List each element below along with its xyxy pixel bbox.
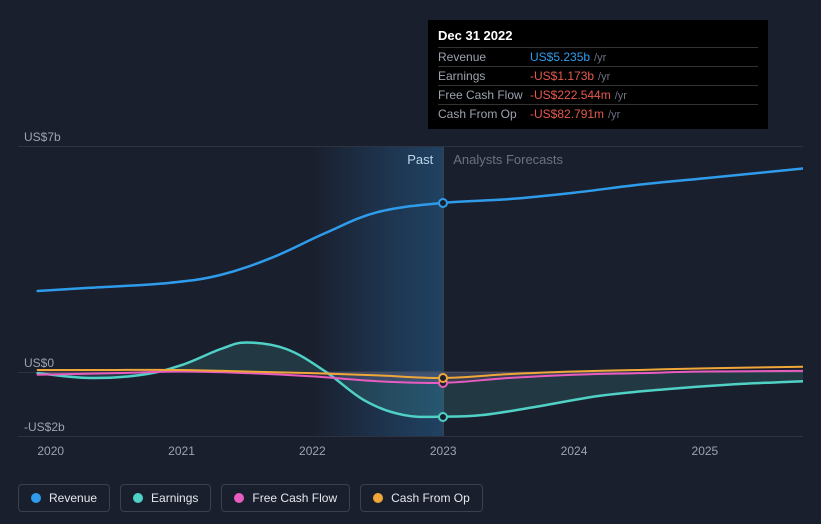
y-axis-label: US$0	[24, 356, 54, 370]
tooltip-row-value: -US$1.173b	[530, 69, 594, 83]
series-marker-revenue	[438, 198, 448, 208]
tooltip-row-value: US$5.235b	[530, 50, 590, 64]
chart-highlight-band	[312, 146, 443, 436]
tooltip-row-label: Cash From Op	[438, 107, 530, 121]
chart-lines	[18, 146, 803, 436]
legend-label: Revenue	[49, 491, 97, 505]
x-axis-label: 2025	[692, 444, 719, 458]
y-axis-label: -US$2b	[24, 420, 65, 434]
tooltip-row-unit: /yr	[615, 90, 627, 102]
section-label-past: Past	[407, 152, 433, 167]
y-axis-label: US$7b	[24, 130, 61, 144]
x-axis-label: 2022	[299, 444, 326, 458]
legend-dot-icon	[373, 493, 383, 503]
section-label-forecast: Analysts Forecasts	[453, 152, 563, 167]
chart-xaxis: 2020 2021 2022 2023 2024 2025	[18, 444, 803, 462]
x-axis-label: 2020	[37, 444, 64, 458]
legend-dot-icon	[234, 493, 244, 503]
x-axis-label: 2021	[168, 444, 195, 458]
legend-label: Free Cash Flow	[252, 491, 337, 505]
x-axis-label: 2024	[561, 444, 588, 458]
gridline	[18, 146, 803, 147]
tooltip-row-label: Revenue	[438, 50, 530, 64]
tooltip-row: RevenueUS$5.235b/yr	[438, 47, 758, 66]
tooltip-row: Earnings-US$1.173b/yr	[438, 66, 758, 85]
series-line-revenue	[38, 169, 803, 291]
tooltip-row: Free Cash Flow-US$222.544m/yr	[438, 85, 758, 104]
legend-dot-icon	[31, 493, 41, 503]
legend-item-cash_from_op[interactable]: Cash From Op	[360, 484, 483, 512]
legend-item-revenue[interactable]: Revenue	[18, 484, 110, 512]
tooltip-row-value: -US$82.791m	[530, 107, 604, 121]
tooltip-date: Dec 31 2022	[438, 28, 758, 47]
financials-chart: Dec 31 2022 RevenueUS$5.235b/yrEarnings-…	[18, 0, 803, 524]
tooltip-row-unit: /yr	[598, 71, 610, 83]
gridline	[18, 436, 803, 437]
legend-label: Earnings	[151, 491, 198, 505]
tooltip-row-label: Free Cash Flow	[438, 88, 530, 102]
legend-item-free_cash_flow[interactable]: Free Cash Flow	[221, 484, 350, 512]
tooltip-row: Cash From Op-US$82.791m/yr	[438, 104, 758, 123]
series-marker-earnings	[438, 412, 448, 422]
tooltip-row-label: Earnings	[438, 69, 530, 83]
past-forecast-divider	[443, 146, 444, 436]
gridline	[18, 372, 803, 373]
tooltip-row-unit: /yr	[594, 52, 606, 64]
legend-dot-icon	[133, 493, 143, 503]
chart-legend: Revenue Earnings Free Cash Flow Cash From O…	[18, 484, 483, 512]
legend-label: Cash From Op	[391, 491, 470, 505]
series-marker-cash_from_op	[438, 373, 448, 383]
chart-tooltip: Dec 31 2022 RevenueUS$5.235b/yrEarnings-…	[428, 20, 768, 129]
series-line-earnings	[38, 343, 803, 417]
tooltip-row-value: -US$222.544m	[530, 88, 611, 102]
legend-item-earnings[interactable]: Earnings	[120, 484, 211, 512]
tooltip-row-unit: /yr	[608, 109, 620, 121]
series-line-free_cash_flow	[38, 371, 803, 383]
x-axis-label: 2023	[430, 444, 457, 458]
